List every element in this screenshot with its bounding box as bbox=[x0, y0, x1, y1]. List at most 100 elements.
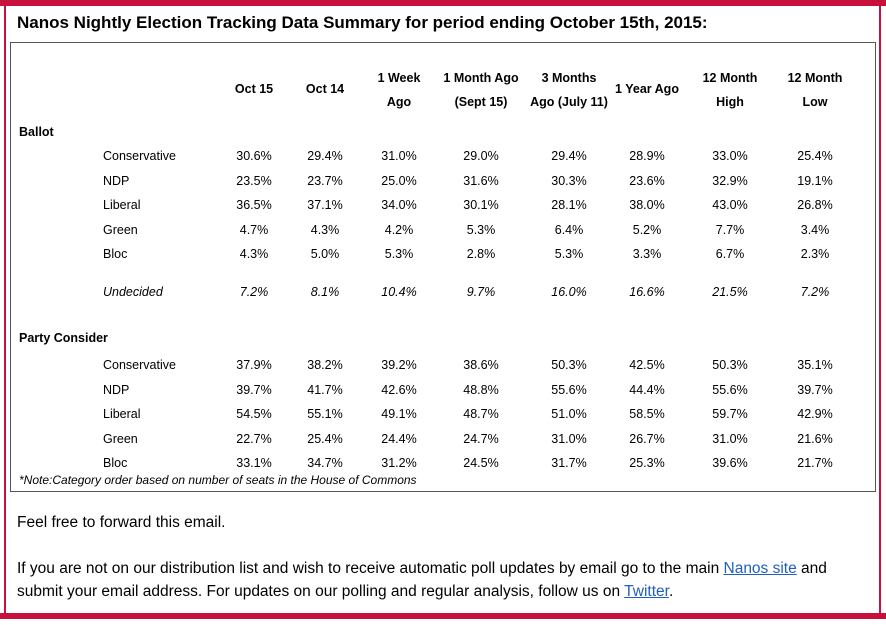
paragraph-text-3: . bbox=[668, 583, 674, 600]
ballot-cell: 2.3% bbox=[800, 247, 830, 261]
ballot-row-label: NDP bbox=[103, 173, 130, 188]
ballot-cell: 23.6% bbox=[629, 173, 665, 188]
ballot-cell: 4.2% bbox=[384, 222, 414, 237]
party-consider-cell: 50.3% bbox=[712, 358, 748, 372]
undecided-cell: 8.1% bbox=[310, 285, 340, 299]
party-consider-cell: 39.6% bbox=[712, 456, 748, 470]
party-consider-cell: 39.7% bbox=[236, 382, 272, 397]
party-consider-cell: 38.2% bbox=[307, 358, 343, 372]
undecided-row-label: Undecided bbox=[103, 285, 163, 299]
undecided-cell: 10.4% bbox=[381, 285, 417, 299]
ballot-cell: 6.7% bbox=[715, 247, 745, 261]
column-header: 12 Month bbox=[787, 71, 843, 85]
paragraph-text-2: and submit your email address. For updat… bbox=[17, 560, 827, 600]
party-consider-cell: 38.6% bbox=[463, 358, 499, 372]
twitter-link[interactable]: Twitter bbox=[624, 583, 669, 600]
party-consider-cell: 39.2% bbox=[381, 358, 417, 372]
ballot-cell: 32.9% bbox=[712, 173, 748, 188]
ballot-cell: 4.7% bbox=[239, 222, 269, 237]
party-consider-cell: 59.7% bbox=[712, 407, 748, 421]
party-consider-row-label: Bloc bbox=[103, 456, 128, 470]
ballot-cell: 29.0% bbox=[463, 149, 499, 163]
party-consider-cell: 31.0% bbox=[712, 431, 748, 446]
ballot-cell: 30.6% bbox=[236, 149, 272, 163]
party-consider-cell: 37.9% bbox=[236, 358, 272, 372]
party-consider-cell: 55.6% bbox=[712, 382, 748, 397]
column-header: High bbox=[716, 95, 744, 109]
ballot-cell: 5.2% bbox=[632, 222, 662, 237]
ballot-cell: 5.3% bbox=[384, 247, 414, 261]
party-consider-cell: 26.7% bbox=[629, 431, 665, 446]
column-header: 1 Month Ago bbox=[443, 71, 519, 85]
ballot-cell: 7.7% bbox=[715, 222, 745, 237]
party-consider-cell: 22.7% bbox=[236, 431, 272, 446]
party-consider-cell: 42.9% bbox=[797, 407, 833, 421]
party-consider-cell: 24.7% bbox=[463, 431, 499, 446]
party-consider-cell: 42.6% bbox=[381, 382, 417, 397]
party-consider-cell: 25.4% bbox=[307, 431, 343, 446]
ballot-cell: 2.8% bbox=[466, 247, 496, 261]
ballot-row-label: Liberal bbox=[103, 198, 141, 212]
ballot-cell: 36.5% bbox=[236, 198, 272, 212]
ballot-cell: 3.3% bbox=[632, 247, 662, 261]
party-consider-row-label: Liberal bbox=[103, 407, 141, 421]
top-border bbox=[0, 0, 886, 6]
column-header: Oct 15 bbox=[234, 82, 274, 96]
ballot-cell: 30.3% bbox=[551, 173, 587, 188]
party-consider-cell: 21.7% bbox=[797, 456, 833, 470]
ballot-cell: 26.8% bbox=[797, 198, 833, 212]
nanos-site-link[interactable]: Nanos site bbox=[723, 560, 797, 577]
party-consider-cell: 48.7% bbox=[463, 407, 499, 421]
left-border bbox=[4, 0, 6, 619]
ballot-row-label: Bloc bbox=[103, 247, 128, 261]
ballot-cell: 43.0% bbox=[712, 198, 748, 212]
column-header: Ago bbox=[386, 95, 412, 109]
party-consider-cell: 21.6% bbox=[797, 431, 833, 446]
paragraph-text-1: If you are not on our distribution list … bbox=[17, 560, 724, 577]
page-title: Nanos Nightly Election Tracking Data Sum… bbox=[17, 13, 708, 32]
ballot-cell: 19.1% bbox=[797, 173, 833, 188]
party-consider-cell: 24.4% bbox=[381, 431, 417, 446]
party-consider-cell: 55.6% bbox=[551, 382, 587, 397]
undecided-cell: 16.6% bbox=[629, 285, 665, 299]
party-consider-cell: 34.7% bbox=[307, 456, 343, 470]
party-consider-row-label: Conservative bbox=[103, 358, 176, 372]
party-consider-cell: 55.1% bbox=[307, 407, 343, 421]
party-consider-cell: 33.1% bbox=[236, 456, 272, 470]
column-header: 1 Year Ago bbox=[615, 82, 679, 96]
party-consider-cell: 58.5% bbox=[629, 407, 665, 421]
ballot-cell: 25.4% bbox=[797, 149, 833, 163]
ballot-row-label: Conservative bbox=[103, 149, 176, 163]
right-border bbox=[879, 0, 881, 619]
ballot-cell: 28.9% bbox=[629, 149, 665, 163]
party-consider-cell: 42.5% bbox=[629, 358, 665, 372]
party-consider-row-label: Green bbox=[103, 431, 138, 446]
distribution-paragraph: If you are not on our distribution list … bbox=[17, 557, 872, 603]
undecided-cell: 7.2% bbox=[239, 285, 269, 299]
column-header: Oct 14 bbox=[305, 82, 345, 96]
undecided-cell: 9.7% bbox=[466, 285, 496, 299]
ballot-cell: 3.4% bbox=[800, 222, 830, 237]
bottom-border bbox=[0, 613, 886, 619]
ballot-cell: 23.5% bbox=[236, 173, 272, 188]
column-header: 1 Week bbox=[377, 71, 421, 85]
tracking-data-table: Ballot Party Consider *Note:Category ord… bbox=[10, 42, 876, 492]
party-consider-cell: 25.3% bbox=[629, 456, 665, 470]
column-header: 12 Month bbox=[702, 71, 758, 85]
party-consider-row-label: NDP bbox=[103, 382, 130, 397]
column-header: (Sept 15) bbox=[454, 95, 508, 109]
party-consider-cell: 39.7% bbox=[797, 382, 833, 397]
party-consider-cell: 31.2% bbox=[381, 456, 417, 470]
undecided-cell: 21.5% bbox=[712, 285, 748, 299]
party-consider-cell: 44.4% bbox=[629, 382, 665, 397]
party-consider-cell: 35.1% bbox=[797, 358, 833, 372]
column-header: 3 Months bbox=[541, 71, 597, 85]
party-consider-cell: 41.7% bbox=[307, 382, 343, 397]
section-label-ballot: Ballot bbox=[19, 125, 54, 139]
ballot-cell: 5.3% bbox=[554, 247, 584, 261]
ballot-cell: 37.1% bbox=[307, 198, 343, 212]
column-header: Low bbox=[802, 95, 828, 109]
party-consider-cell: 50.3% bbox=[551, 358, 587, 372]
party-consider-cell: 54.5% bbox=[236, 407, 272, 421]
party-consider-cell: 49.1% bbox=[381, 407, 417, 421]
